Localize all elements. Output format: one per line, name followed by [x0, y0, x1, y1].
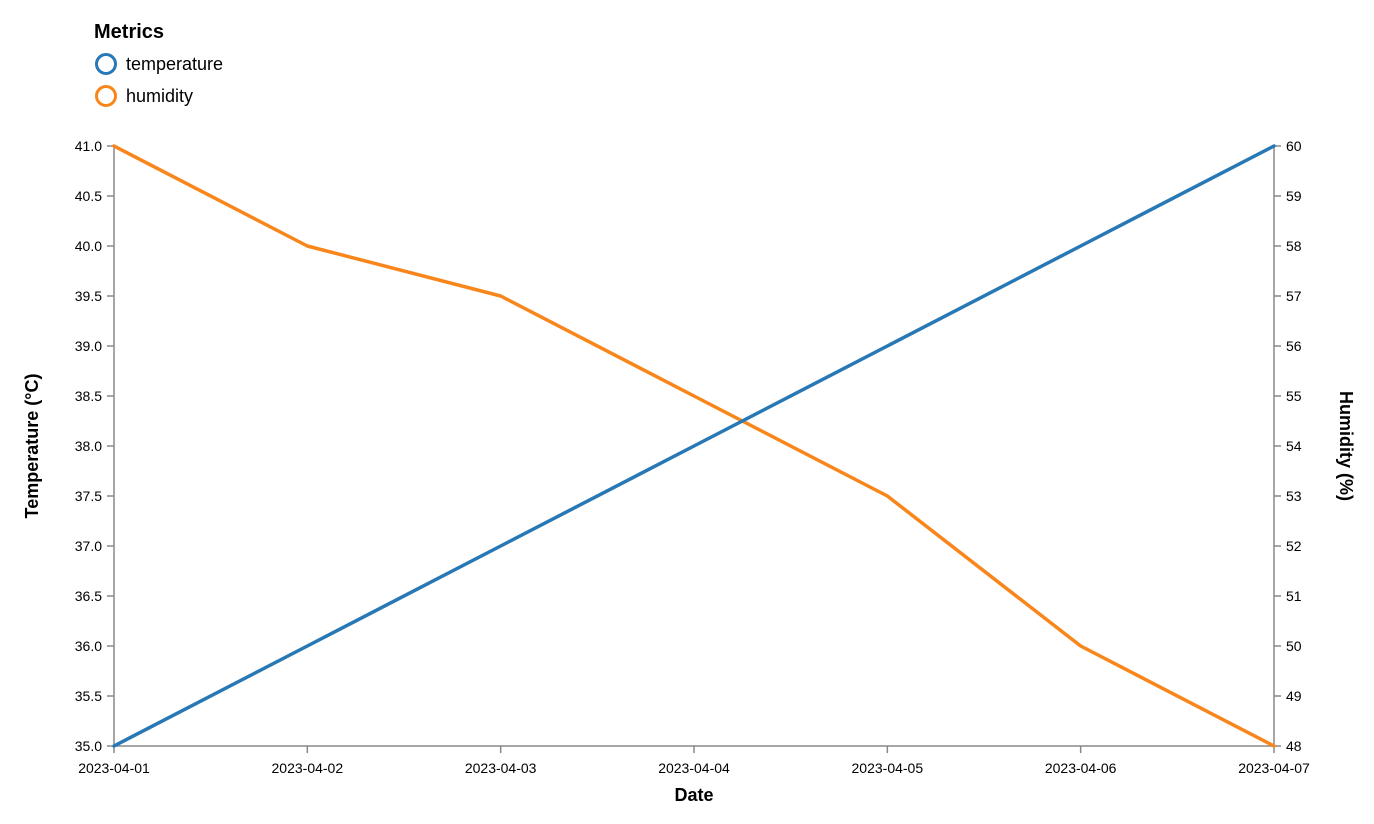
y-left-tick-label-10: 40.0 [75, 238, 102, 254]
x-tick-label-6: 2023-04-07 [1238, 760, 1310, 776]
y-axis-right-ticks: 48 49 50 51 52 53 54 55 56 57 58 59 60 [1274, 138, 1302, 754]
x-tick-label-3: 2023-04-04 [658, 760, 730, 776]
y-right-tick-label-3: 51 [1286, 588, 1302, 604]
y-right-tick-label-2: 50 [1286, 638, 1302, 654]
y-left-tick-label-5: 37.5 [75, 488, 102, 504]
series-lines [112, 144, 1276, 748]
y-right-tick-label-1: 49 [1286, 688, 1302, 704]
y-left-tick-label-1: 35.5 [75, 688, 102, 704]
y-left-tick-label-4: 37.0 [75, 538, 102, 554]
y-right-tick-label-12: 60 [1286, 138, 1302, 154]
y-left-tick-label-3: 36.5 [75, 588, 102, 604]
y-left-tick-label-9: 39.5 [75, 288, 102, 304]
y-left-tick-label-8: 39.0 [75, 338, 102, 354]
legend-swatch-humidity [95, 85, 117, 107]
x-tick-label-2: 2023-04-03 [465, 760, 537, 776]
legend-item-humidity[interactable]: humidity [95, 85, 194, 107]
x-tick-label-4: 2023-04-05 [852, 760, 924, 776]
y-right-tick-label-0: 48 [1286, 738, 1302, 754]
x-axis-ticks: 2023-04-01 2023-04-02 2023-04-03 2023-04-04… [78, 746, 1310, 776]
series-line-humidity [112, 144, 1276, 748]
x-axis-title: Date [674, 785, 713, 805]
y-right-tick-label-9: 57 [1286, 288, 1302, 304]
y-left-tick-label-7: 38.5 [75, 388, 102, 404]
y-right-tick-label-8: 56 [1286, 338, 1302, 354]
y-right-tick-label-10: 58 [1286, 238, 1302, 254]
y-left-tick-label-12: 41.0 [75, 138, 102, 154]
y-left-tick-label-6: 38.0 [75, 438, 102, 454]
series-line-temperature [112, 144, 1276, 748]
legend-label-temperature: temperature [126, 54, 223, 74]
legend: Metrics temperature humidity [94, 21, 224, 107]
y-right-tick-label-11: 59 [1286, 188, 1302, 204]
legend-swatch-temperature [95, 53, 117, 75]
legend-item-temperature[interactable]: temperature [95, 53, 224, 75]
y-left-tick-label-2: 36.0 [75, 638, 102, 654]
y-axis-right-title: Humidity (%) [1336, 391, 1356, 501]
x-tick-label-0: 2023-04-01 [78, 760, 150, 776]
y-left-tick-label-0: 35.0 [75, 738, 102, 754]
y-right-tick-label-4: 52 [1286, 538, 1302, 554]
y-axis-left-title: Temperature (°C) [22, 374, 42, 519]
x-tick-label-1: 2023-04-02 [272, 760, 344, 776]
y-right-tick-label-5: 53 [1286, 488, 1302, 504]
legend-title: Metrics [94, 21, 164, 43]
y-right-tick-label-6: 54 [1286, 438, 1302, 454]
y-right-tick-label-7: 55 [1286, 388, 1302, 404]
y-axis-left-ticks: 35.0 35.5 36.0 36.5 37.0 37.5 38.0 38.5 39.0 39.5… [75, 138, 114, 754]
legend-label-humidity: humidity [126, 86, 193, 106]
y-left-tick-label-11: 40.5 [75, 188, 102, 204]
x-tick-label-5: 2023-04-06 [1045, 760, 1117, 776]
